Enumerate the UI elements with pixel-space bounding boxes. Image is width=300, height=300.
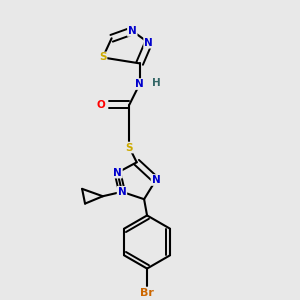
Text: O: O (97, 100, 106, 110)
Text: N: N (113, 168, 122, 178)
Text: N: N (152, 175, 160, 185)
Text: S: S (126, 142, 133, 152)
Text: N: N (128, 26, 137, 36)
Text: N: N (144, 38, 153, 48)
Text: Br: Br (140, 288, 154, 298)
Text: N: N (135, 79, 144, 89)
Text: H: H (152, 78, 160, 88)
Text: N: N (118, 187, 126, 197)
Text: S: S (99, 52, 106, 62)
